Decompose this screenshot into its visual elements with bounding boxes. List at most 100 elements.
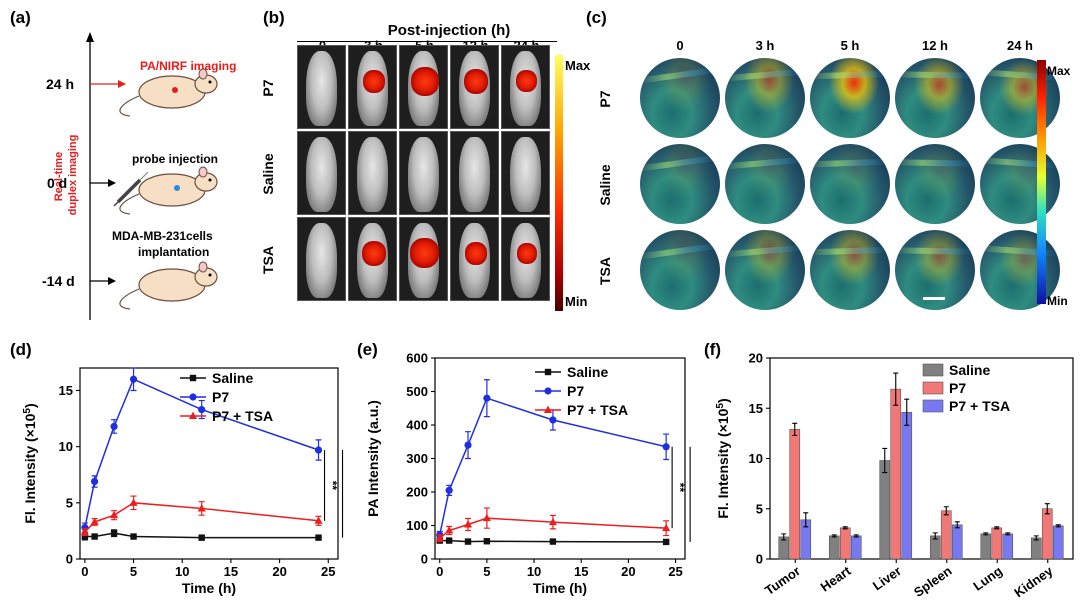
category-label: Spleen (911, 563, 955, 600)
plot-frame (434, 357, 686, 560)
pa-colorbar-max: Max (1047, 64, 1071, 78)
error-bar (1055, 524, 1061, 528)
x-axis-label: Time (h) (182, 580, 236, 596)
mouse-silhouette (510, 136, 541, 213)
series-p7-tsa (435, 507, 671, 543)
nirf-signal (516, 242, 537, 264)
svg-text:Real-time duplex imaging: Real-time duplex imaging (53, 135, 79, 216)
legend-label: P7 (212, 389, 229, 405)
error-bar (893, 372, 899, 406)
nirf-mouse-image (450, 217, 499, 301)
bar-p7 (789, 429, 801, 560)
y-tick-label: 5 (756, 501, 763, 516)
timeline-event-implantation-line-2: implantation (138, 245, 209, 259)
data-point (548, 517, 557, 526)
y-tick-label: 0 (756, 552, 763, 567)
x-tick-label: 25 (321, 564, 335, 579)
pa-image (640, 230, 720, 310)
data-point (129, 498, 138, 506)
pa-column-label: 24 h (1006, 38, 1033, 53)
y-axis-label: Fl. Intensity (×105) (22, 403, 38, 523)
x-tick-label: 5 (130, 564, 137, 579)
timeline-time-24h: 24 h (46, 76, 74, 92)
legend-label: P7 (567, 383, 584, 399)
x-tick-label: 15 (574, 564, 588, 579)
data-point (464, 520, 473, 528)
data-point (445, 526, 454, 534)
significance-mark: *** (691, 487, 695, 501)
pa-skin-band (810, 70, 890, 81)
error-bar (1033, 535, 1039, 541)
x-tick-label: 15 (224, 564, 238, 579)
nirf-signal (361, 240, 386, 266)
legend-label: Saline (567, 364, 608, 380)
pa-row-label: Saline (597, 164, 613, 206)
data-point (483, 538, 491, 545)
bar-p7 (991, 527, 1003, 560)
y-tick-label: 300 (406, 451, 428, 466)
nirf-signal (362, 69, 385, 93)
data-point (110, 422, 118, 431)
legend-label: P7 + TSA (949, 398, 1010, 414)
data-point (435, 533, 444, 542)
data-point (314, 446, 323, 454)
category-label: Liver (870, 563, 904, 593)
y-axis-label: Fl. Intensity (×105) (715, 398, 731, 518)
x-tick-label: 0 (436, 564, 443, 579)
legend-label: Saline (212, 370, 253, 386)
bar-p7-tsa (1052, 525, 1064, 560)
nirf-mouse-image (450, 131, 499, 215)
y-tick-label: 20 (749, 351, 763, 366)
legend-swatch (922, 399, 944, 413)
nirf-mouse-image (348, 217, 397, 301)
pa-image (725, 230, 805, 310)
mouse-silhouette (306, 50, 337, 127)
legend-marker (544, 387, 552, 395)
x-tick-label: 20 (621, 564, 635, 579)
nirf-mouse-image (297, 45, 346, 129)
nirf-mouse-image (297, 131, 346, 215)
data-point (483, 394, 491, 402)
error-bar (1044, 503, 1050, 515)
y-tick-label: 100 (406, 518, 428, 533)
nirf-mouse-image (399, 45, 448, 129)
chart-pa-intensity-time: 0 5 10 15 20 25 0 100 200 300 400 500 600 Time (h) PA … (365, 351, 695, 597)
y-axis-label-close: ) (22, 403, 38, 408)
mouse-icon-imaging (119, 68, 218, 117)
bar-p7-tsa (850, 535, 862, 560)
pa-column-label: 12 h (921, 38, 948, 53)
timeline-time-0d: 0 d (47, 175, 67, 191)
y-tick-label: 0 (421, 552, 428, 567)
y-axis-label-text: Fl. Intensity (×10 (715, 408, 731, 518)
timeline-event-injection: probe injection (132, 152, 218, 166)
data-point (110, 510, 119, 519)
x-tick-label: 10 (175, 564, 189, 579)
pa-skin-band (810, 158, 890, 168)
category-label: Tumor (762, 563, 803, 598)
timeline-event-implantation-line-1: MDA-MB-231cells (112, 229, 213, 243)
pa-image (810, 230, 890, 310)
nirf-signal (410, 66, 439, 96)
pa-skin-band (640, 154, 720, 172)
y-axis-label-exponent: 5 (22, 408, 33, 414)
y-tick-label: 200 (406, 485, 428, 500)
category-label: Heart (818, 563, 854, 595)
pa-skin-band (895, 159, 975, 168)
pa-image (725, 144, 805, 224)
data-point (130, 533, 137, 540)
post-injection-header-rule (297, 41, 557, 42)
mouse-icon-implantation (119, 261, 218, 310)
y-tick-label: 10 (749, 451, 763, 466)
error-bar (853, 534, 859, 538)
mouse-silhouette (459, 136, 490, 213)
nirf-mouse-image (348, 45, 397, 129)
data-point (549, 538, 557, 545)
panel-label-b: (b) (263, 8, 285, 27)
y-tick-label: 400 (406, 418, 428, 433)
panel-label-c: (c) (586, 8, 607, 27)
legend-label: P7 (949, 380, 966, 396)
pa-skin-band (980, 157, 1060, 170)
error-bar (842, 526, 848, 530)
